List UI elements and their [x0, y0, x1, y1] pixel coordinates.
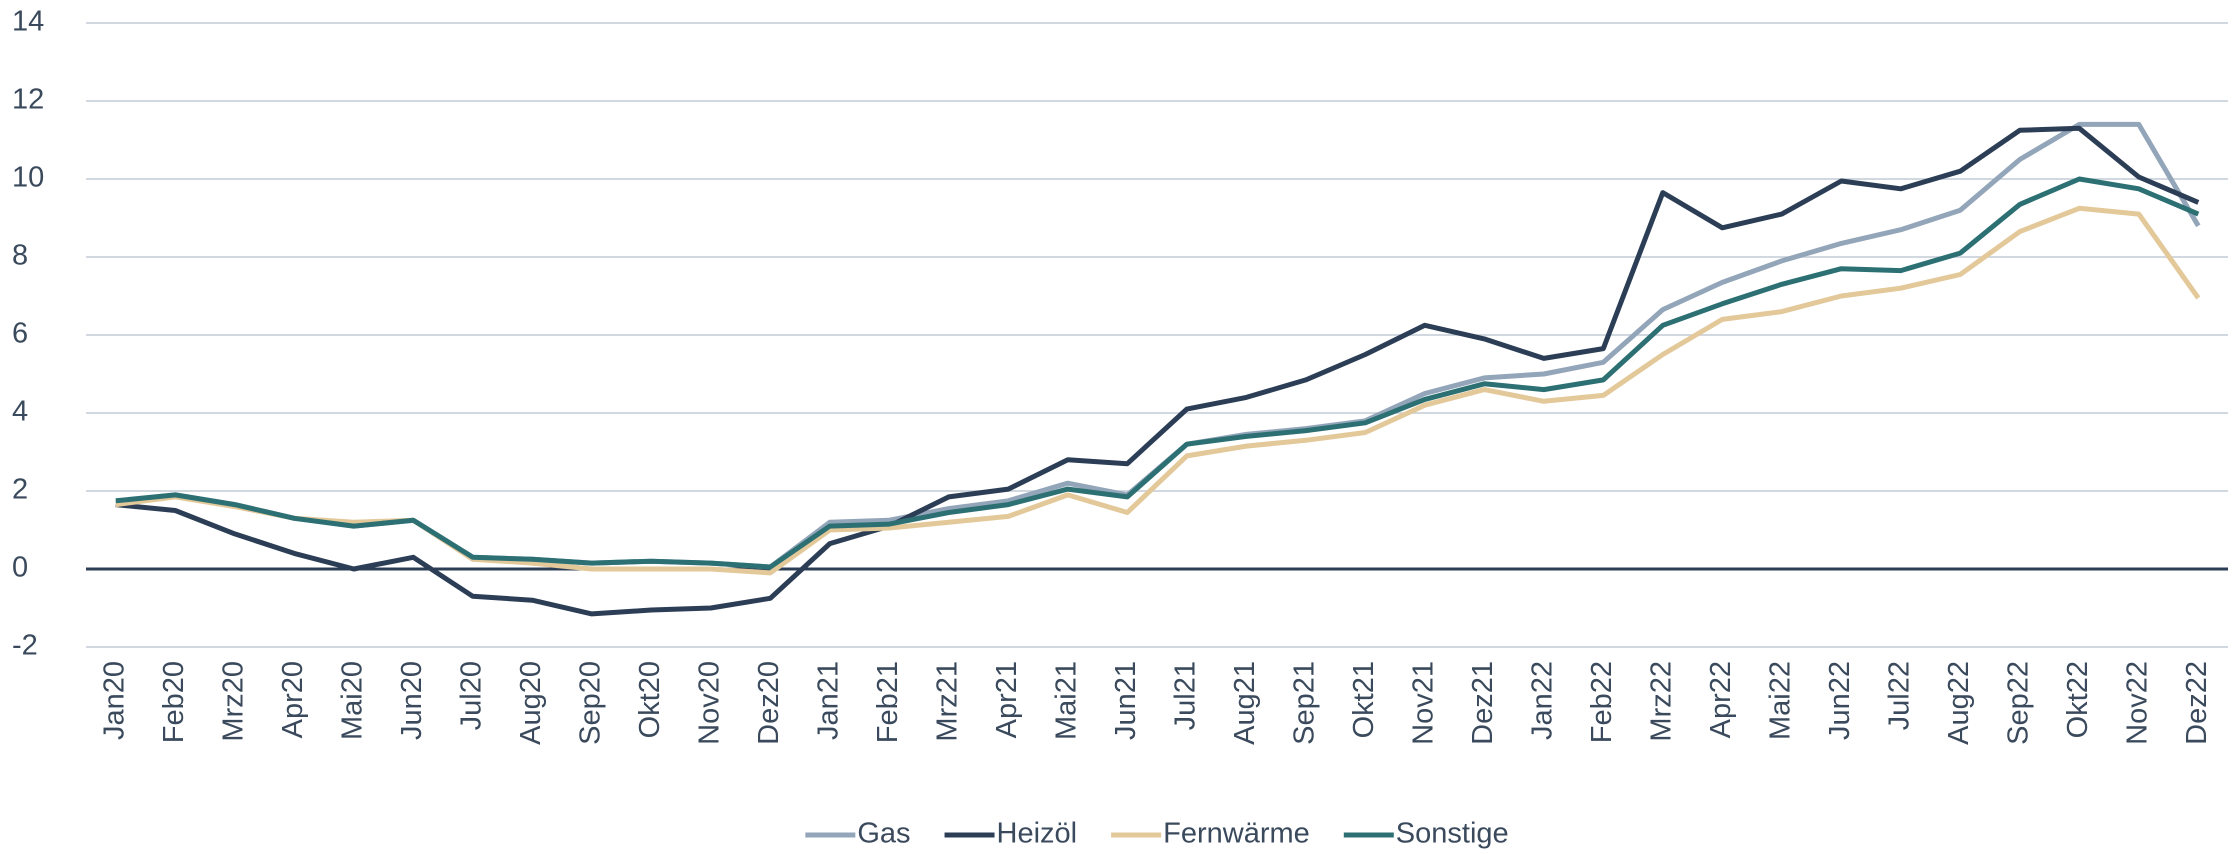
- x-tick-label: Dez21: [1467, 661, 1499, 745]
- x-tick-label: Jan21: [812, 661, 844, 740]
- y-tick-label: 0: [12, 552, 28, 584]
- y-tick-label: 12: [12, 84, 44, 116]
- y-tick-label: 14: [12, 6, 44, 38]
- line-series: [115, 176, 2200, 570]
- x-tick-label: Aug22: [1943, 661, 1975, 745]
- y-tick-label: 8: [12, 240, 28, 272]
- x-tick-label: Jan20: [98, 661, 130, 740]
- x-tick-label: Mrz20: [217, 661, 249, 742]
- x-tick-label: Nov21: [1407, 661, 1439, 745]
- x-tick-label: Mrz22: [1645, 661, 1677, 742]
- x-tick-label: Sep21: [1288, 661, 1320, 745]
- x-tick-label: Jul21: [1169, 661, 1201, 730]
- y-tick-label: 2: [12, 474, 28, 506]
- legend-label: Gas: [857, 818, 910, 850]
- x-tick-label: Aug20: [515, 661, 547, 745]
- legend: Gas Heizöl Fernwärme Sonstige: [805, 818, 1509, 850]
- x-tick-label: Feb20: [158, 661, 190, 743]
- x-tick-label: Mai22: [1764, 661, 1796, 740]
- legend-label: Sonstige: [1396, 818, 1509, 850]
- y-tick-label: 4: [12, 396, 28, 428]
- x-tick-label: Jul22: [1883, 661, 1915, 730]
- x-tick-label: Feb22: [1586, 661, 1618, 743]
- x-tick-label: Nov20: [693, 661, 725, 745]
- x-tick-label: Okt22: [2062, 661, 2094, 738]
- x-tick-label: Aug21: [1229, 661, 1261, 745]
- x-tick-label: Apr22: [1705, 661, 1737, 738]
- x-tick-label: Okt20: [634, 661, 666, 738]
- y-tick-label: 10: [12, 162, 44, 194]
- x-tick-label: Apr21: [991, 661, 1023, 738]
- x-tick-label: Nov22: [2121, 661, 2153, 745]
- x-tick-label: Dez22: [2181, 661, 2213, 745]
- x-tick-label: Jan22: [1526, 661, 1558, 740]
- x-tick-label: Feb21: [872, 661, 904, 743]
- line-series: [115, 205, 2201, 576]
- x-tick-label: Jun21: [1110, 661, 1142, 740]
- x-tick-label: Apr20: [277, 661, 309, 738]
- x-tick-label: Sep22: [2002, 661, 2034, 745]
- x-tick-label: Dez20: [753, 661, 785, 745]
- x-tick-label: Mrz21: [931, 661, 963, 742]
- y-tick-label: -2: [12, 630, 38, 662]
- line-series: [115, 125, 2200, 617]
- x-tick-label: Jun22: [1824, 661, 1856, 740]
- line-series: [115, 121, 2201, 570]
- x-tick-label: Mai21: [1050, 661, 1082, 740]
- x-tick-label: Okt21: [1348, 661, 1380, 738]
- legend-label: Heizöl: [997, 818, 1078, 850]
- x-tick-label: Jun20: [396, 661, 428, 740]
- legend-label: Fernwärme: [1163, 818, 1310, 850]
- x-tick-label: Mai20: [336, 661, 368, 740]
- x-tick-label: Jul20: [455, 661, 487, 730]
- x-tick-label: Sep20: [574, 661, 606, 745]
- y-tick-label: 6: [12, 318, 28, 350]
